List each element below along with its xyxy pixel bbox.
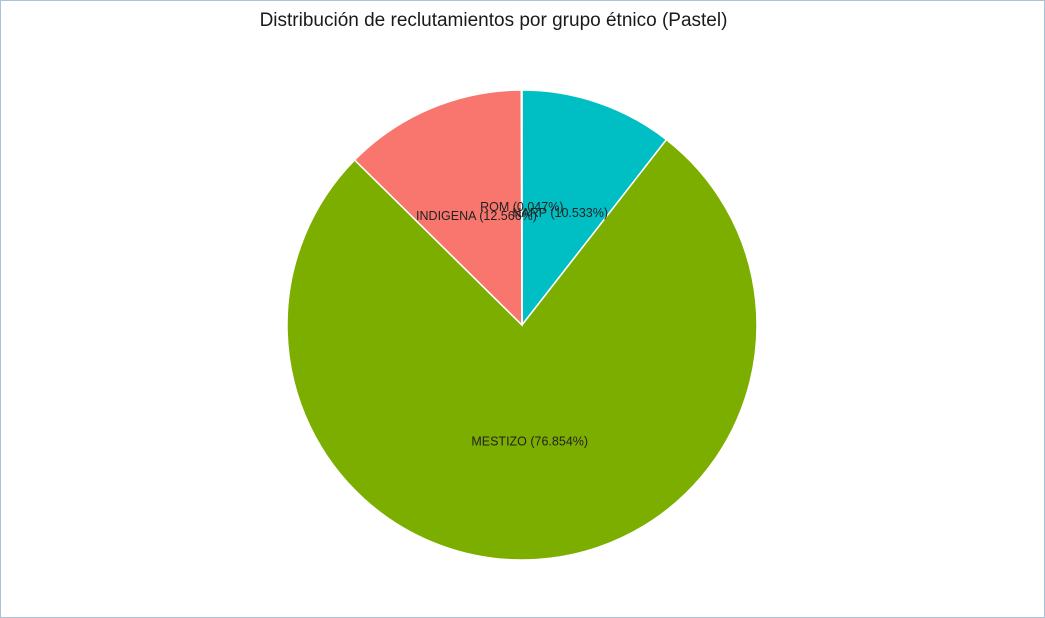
pie-slice-indigena [353, 89, 523, 327]
pie-slice-rom [520, 89, 523, 326]
pie-slice-narp [521, 89, 668, 328]
pie-label-mestizo: MESTIZO (76.854%) [471, 434, 588, 448]
pie-labels: NARP (10.533%) MESTIZO (76.854%) INDIGENA … [416, 200, 608, 449]
pie-label-narp: NARP (10.533%) [512, 206, 608, 220]
pie-slices [286, 89, 758, 561]
pie-slice-mestizo [286, 138, 758, 561]
pie-label-rom: ROM (0.047%) [480, 200, 563, 214]
chart-title: Distribución de reclutamientos por grupo… [259, 10, 728, 31]
pie-label-indigena: INDIGENA (12.566%) [416, 209, 537, 223]
